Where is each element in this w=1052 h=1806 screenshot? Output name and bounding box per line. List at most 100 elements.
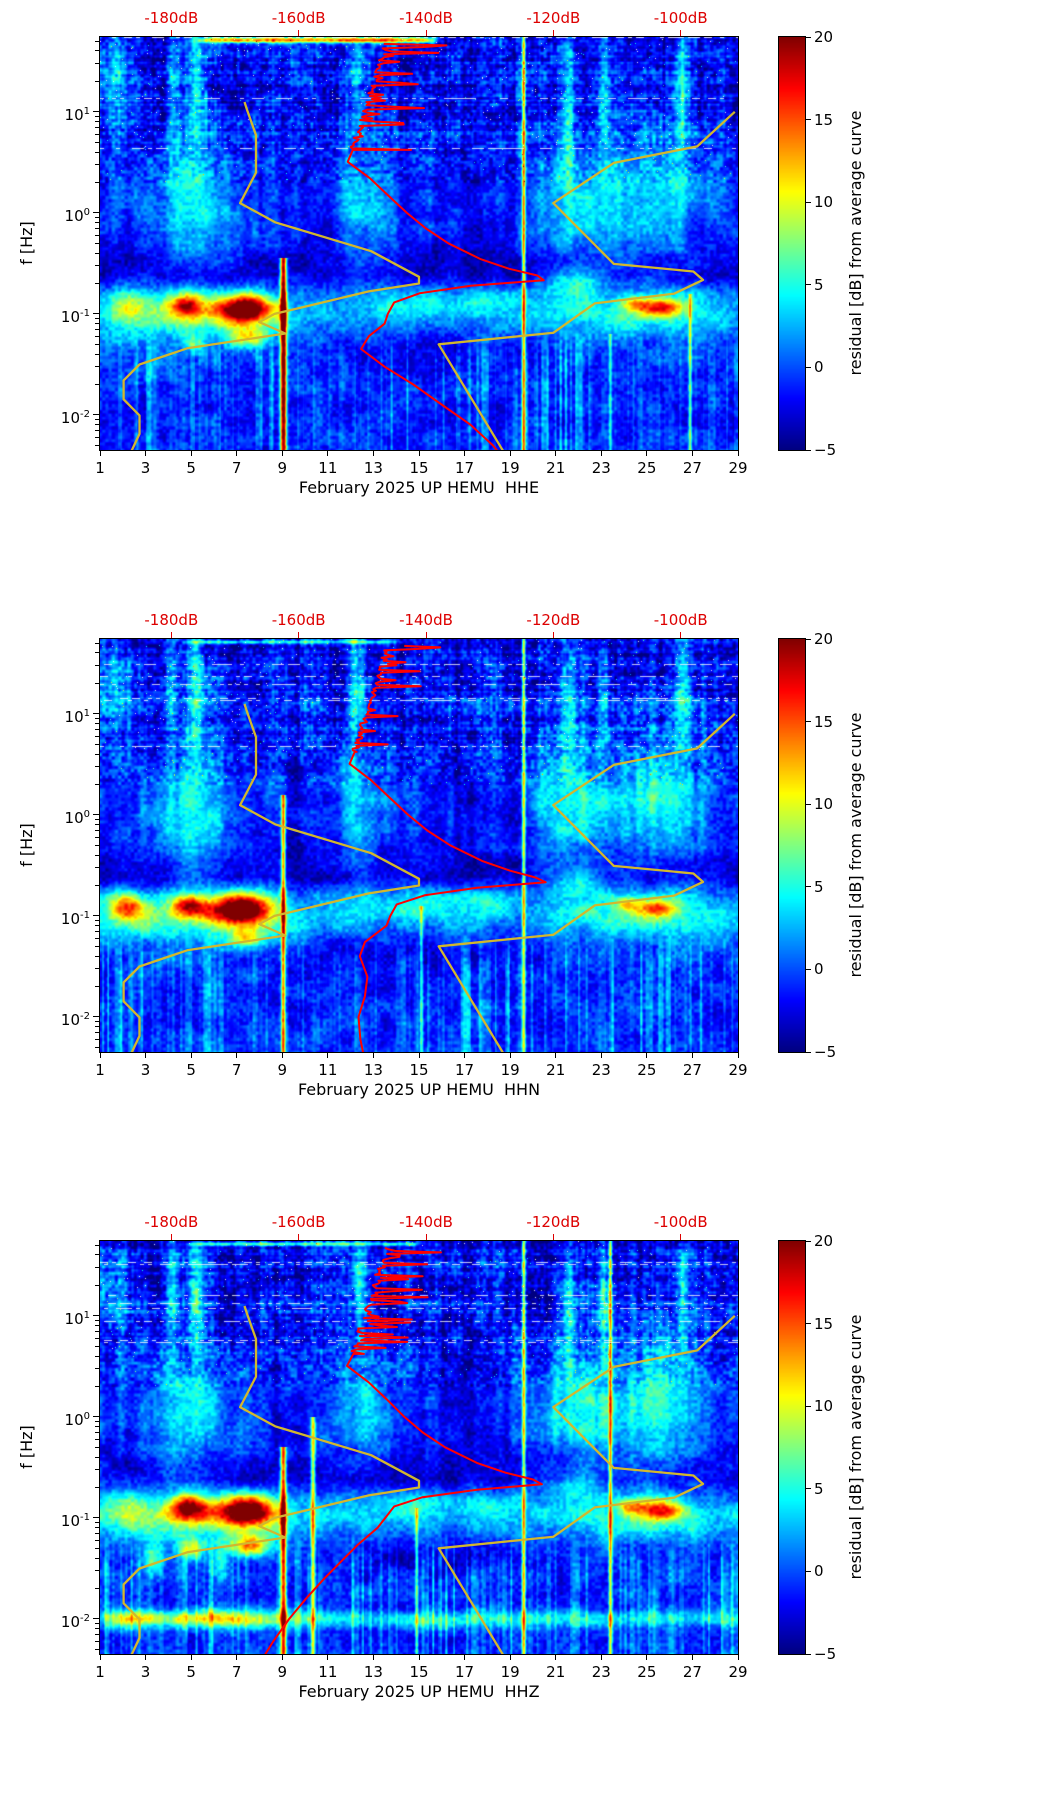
psd-model-curves-overlay: [122, 644, 736, 1052]
colorbar-tick: [806, 201, 811, 203]
spectrogram-plot-area: [99, 1240, 739, 1655]
colorbar-tick-label: 0: [814, 960, 824, 979]
psd-model-curves-overlay: [122, 1246, 736, 1654]
top-axis-tick-label: -120dB: [526, 9, 581, 27]
y-minor-tick: [95, 844, 99, 846]
x-tick: [418, 451, 420, 456]
x-tick-label: 27: [682, 1663, 702, 1681]
colorbar-tick: [806, 886, 811, 888]
nlnm-curve: [122, 1305, 421, 1654]
y-minor-tick: [95, 920, 99, 922]
y-minor-tick: [95, 1046, 99, 1048]
y-minor-tick: [95, 1330, 99, 1332]
y-minor-tick: [95, 1355, 99, 1357]
top-axis-tick-label: -180dB: [144, 1213, 199, 1231]
y-minor-tick: [95, 931, 99, 933]
top-axis-tick: [552, 632, 554, 638]
x-tick: [281, 1655, 283, 1660]
x-axis-label: February 2025 UP HEMU HHN: [297, 1080, 541, 1099]
y-minor-tick: [95, 164, 99, 166]
spectrogram-panel-hhz: f [Hz] February 2025 UP HEMU HHZ residua…: [0, 1204, 1052, 1806]
y-minor-tick: [95, 1325, 99, 1327]
y-minor-tick: [95, 1385, 99, 1387]
top-axis-tick: [680, 632, 682, 638]
nlnm-curve: [122, 703, 421, 1052]
y-minor-tick: [95, 1432, 99, 1433]
y-minor-tick: [95, 335, 99, 337]
y-minor-tick: [95, 318, 99, 320]
y-minor-tick: [95, 1522, 99, 1524]
top-axis-tick: [680, 1234, 682, 1240]
x-tick: [190, 1655, 192, 1660]
colorbar-tick-label: 15: [814, 110, 834, 129]
colorbar-label: residual [dB] from average curve: [846, 1314, 865, 1580]
top-axis-tick-label: -100dB: [653, 611, 708, 629]
x-tick: [236, 451, 238, 456]
x-axis-label: February 2025 UP HEMU HHZ: [298, 1682, 540, 1701]
x-tick: [555, 1655, 557, 1660]
colorbar-tick-label: 10: [814, 1397, 834, 1416]
x-tick-label: 11: [318, 459, 338, 477]
y-tick: [93, 1416, 99, 1418]
x-tick: [509, 451, 511, 456]
nhnm-curve: [437, 712, 736, 1052]
y-tick: [93, 1016, 99, 1018]
top-axis-tick: [680, 30, 682, 36]
nhnm-curve: [437, 110, 736, 450]
top-axis-tick: [298, 632, 300, 638]
y-minor-tick: [95, 1267, 99, 1269]
x-tick-label: 13: [363, 1663, 383, 1681]
y-minor-tick: [95, 1426, 99, 1428]
x-tick-label: 19: [500, 1061, 520, 1079]
x-tick-label: 23: [591, 1061, 611, 1079]
y-minor-tick: [95, 854, 99, 856]
top-axis-tick-label: -120dB: [526, 1213, 581, 1231]
x-tick-label: 7: [231, 1663, 242, 1681]
colorbar-tick-label: 20: [814, 1232, 834, 1250]
x-tick-label: 29: [728, 1663, 748, 1681]
y-minor-tick: [95, 1588, 99, 1590]
x-tick-label: 9: [277, 1663, 288, 1681]
x-tick: [190, 1053, 192, 1058]
y-minor-tick: [95, 682, 99, 684]
colorbar-tick-label: 5: [814, 877, 824, 896]
nlnm-curve: [122, 101, 421, 450]
y-axis-label: f [Hz]: [17, 221, 36, 265]
y-minor-tick: [95, 121, 99, 123]
y-tick-label: 10-1: [60, 1511, 90, 1530]
x-tick: [600, 1655, 602, 1660]
x-tick: [691, 1053, 693, 1058]
x-tick: [464, 1053, 466, 1058]
y-minor-tick: [95, 444, 99, 446]
colorbar-tick-label: 15: [814, 1314, 834, 1333]
spectrogram-heatmap: [100, 37, 738, 450]
top-axis-tick-label: -140dB: [399, 9, 453, 27]
x-tick-label: 5: [186, 459, 196, 477]
y-minor-tick: [95, 265, 99, 267]
y-minor-tick: [95, 1021, 99, 1023]
spectrogram-panel-hhe: f [Hz] February 2025 UP HEMU HHE residua…: [0, 0, 1052, 602]
x-tick-label: 7: [231, 459, 242, 477]
y-tick-label: 10-2: [60, 1010, 90, 1029]
y-tick-label: 10-2: [60, 1612, 90, 1631]
x-tick-label: 17: [455, 1061, 475, 1079]
y-minor-tick: [95, 1368, 99, 1370]
y-minor-tick: [95, 1623, 99, 1625]
x-tick-label: 1: [95, 459, 105, 477]
y-axis-label: f [Hz]: [17, 1425, 36, 1469]
y-tick-label: 10-2: [60, 408, 90, 427]
x-tick: [145, 1053, 147, 1058]
colorbar-tick-label: −5: [814, 1645, 837, 1663]
x-tick: [372, 1655, 374, 1660]
top-axis-tick-label: -140dB: [399, 611, 453, 629]
y-minor-tick: [95, 323, 99, 325]
y-minor-tick: [95, 937, 99, 939]
top-axis-tick-label: -180dB: [144, 9, 199, 27]
spectrogram-heatmap: [100, 1241, 738, 1654]
x-tick: [418, 1053, 420, 1058]
top-axis-tick: [170, 632, 172, 638]
y-minor-tick: [95, 133, 99, 135]
y-minor-tick: [95, 1345, 99, 1347]
colorbar-tick-label: 20: [814, 28, 834, 46]
